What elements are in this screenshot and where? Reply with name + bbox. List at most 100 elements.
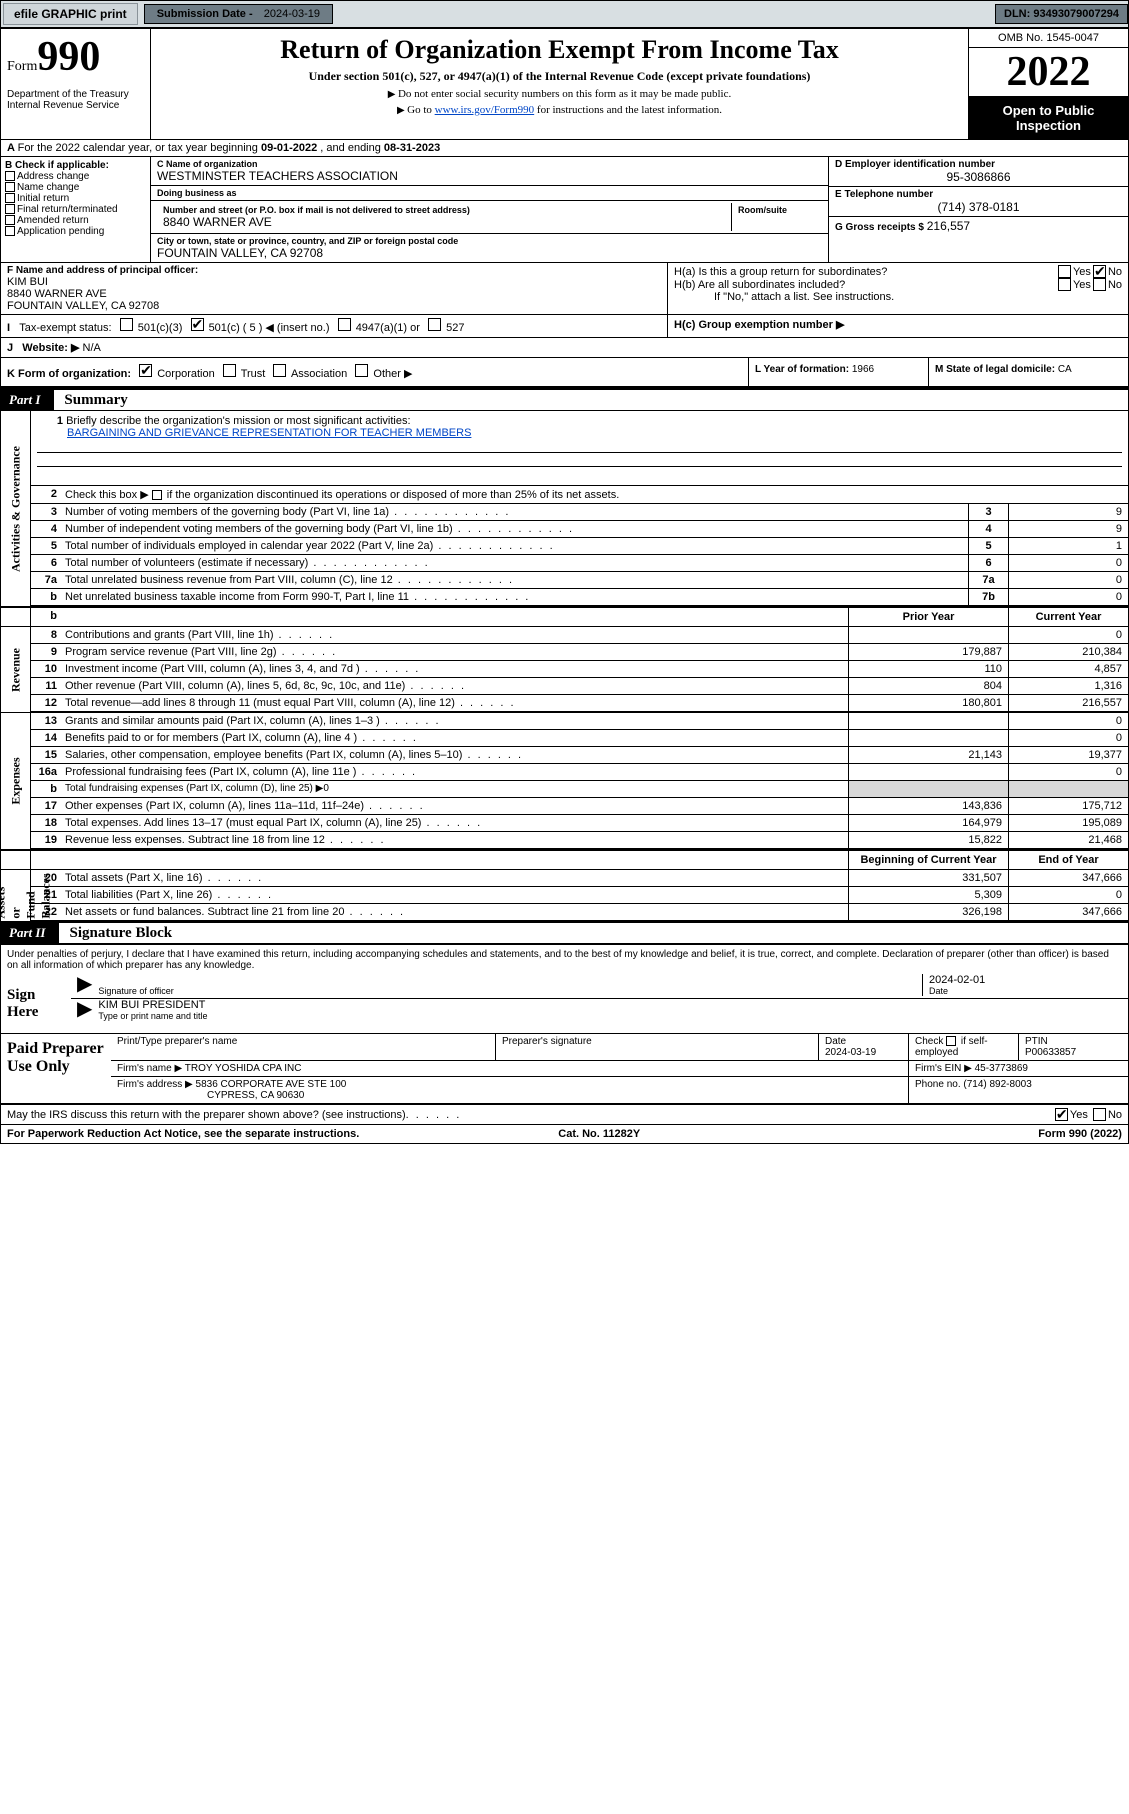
line-text: Total number of volunteers (estimate if … [61, 555, 968, 571]
website-label: Website: ▶ [22, 342, 79, 354]
dept-label: Department of the Treasury Internal Reve… [7, 89, 144, 111]
line-curr: 216,557 [1008, 695, 1128, 711]
line-num: 10 [31, 661, 61, 677]
line-box: 5 [968, 538, 1008, 554]
chk-ha-no[interactable] [1093, 265, 1106, 278]
line-curr: 347,666 [1008, 870, 1128, 886]
efile-print-button[interactable]: efile GRAPHIC print [3, 3, 138, 25]
sig-name: KIM BUI PRESIDENT [98, 999, 1122, 1011]
chk-application-pending[interactable] [5, 226, 15, 236]
chk-discuss-no[interactable] [1093, 1108, 1106, 1121]
year-formation-label: L Year of formation: [755, 364, 852, 375]
line-curr: 1,316 [1008, 678, 1128, 694]
mission-link[interactable]: BARGAINING AND GRIEVANCE REPRESENTATION … [67, 427, 471, 439]
chk-501c[interactable] [191, 318, 204, 331]
gross-label: G Gross receipts $ [835, 222, 927, 233]
addr-value: 8840 WARNER AVE [163, 215, 725, 229]
chk-name-change[interactable] [5, 182, 15, 192]
line-prior [848, 713, 1008, 729]
line-num: 12 [31, 695, 61, 711]
line-prior: 179,887 [848, 644, 1008, 660]
line-num: 18 [31, 815, 61, 831]
line-prior: 804 [848, 678, 1008, 694]
line-text: Total fundraising expenses (Part IX, col… [61, 781, 848, 797]
chk-discuss-yes[interactable] [1055, 1108, 1068, 1121]
chk-hb-no[interactable] [1093, 278, 1106, 291]
prep-date: 2024-03-19 [825, 1047, 876, 1058]
line-val: 0 [1008, 589, 1128, 605]
firm-ein: 45-3773869 [975, 1063, 1028, 1074]
firm-addr2: CYPRESS, CA 90630 [117, 1090, 304, 1101]
sig-declaration: Under penalties of perjury, I declare th… [1, 944, 1128, 975]
line-prior [848, 781, 1008, 797]
line-text: Revenue less expenses. Subtract line 18 … [61, 832, 848, 848]
org-name-label: C Name of organization [157, 159, 822, 169]
omb-number: OMB No. 1545-0047 [969, 29, 1128, 48]
form-instruction-1: ▶ Do not enter social security numbers o… [157, 88, 962, 100]
firm-phone: (714) 892-8003 [963, 1079, 1031, 1090]
form-title: Return of Organization Exempt From Incom… [157, 35, 962, 65]
form-subtitle: Under section 501(c), 527, or 4947(a)(1)… [157, 69, 962, 84]
chk-corp[interactable] [139, 364, 152, 377]
chk-final-return[interactable] [5, 204, 15, 214]
chk-trust[interactable] [223, 364, 236, 377]
line-prior: 180,801 [848, 695, 1008, 711]
line-text: Total assets (Part X, line 16) [61, 870, 848, 886]
line-val: 9 [1008, 504, 1128, 520]
chk-other[interactable] [355, 364, 368, 377]
prep-ptin: P00633857 [1025, 1047, 1076, 1058]
officer-addr2: FOUNTAIN VALLEY, CA 92708 [7, 300, 661, 312]
line-text: Investment income (Part VIII, column (A)… [61, 661, 848, 677]
line-text: Total liabilities (Part X, line 26) [61, 887, 848, 903]
vlabel-expenses: Expenses [1, 713, 31, 849]
chk-4947[interactable] [338, 318, 351, 331]
line-text: Total revenue—add lines 8 through 11 (mu… [61, 695, 848, 711]
chk-hb-yes[interactable] [1058, 278, 1071, 291]
line-val: 1 [1008, 538, 1128, 554]
tax-year: 2022 [969, 48, 1128, 97]
chk-501c3[interactable] [120, 318, 133, 331]
line-val: 0 [1008, 555, 1128, 571]
city-value: FOUNTAIN VALLEY, CA 92708 [157, 246, 822, 260]
chk-initial-return[interactable] [5, 193, 15, 203]
org-name: WESTMINSTER TEACHERS ASSOCIATION [157, 169, 822, 183]
prep-selfemp-hdr: Check [915, 1036, 946, 1047]
chk-assoc[interactable] [273, 364, 286, 377]
footer-left: For Paperwork Reduction Act Notice, see … [7, 1128, 359, 1140]
hc-label: H(c) Group exemption number ▶ [674, 319, 844, 331]
firm-addr1: 5836 CORPORATE AVE STE 100 [196, 1079, 347, 1090]
line-text: Benefits paid to or for members (Part IX… [61, 730, 848, 746]
line-text: Other revenue (Part VIII, column (A), li… [61, 678, 848, 694]
line-num: 14 [31, 730, 61, 746]
hdr-b: b [31, 608, 61, 626]
line-num: 17 [31, 798, 61, 814]
addr-label: Number and street (or P.O. box if mail i… [163, 205, 725, 215]
sig-date: 2024-02-01 [929, 974, 1122, 986]
line-num: 6 [31, 555, 61, 571]
part2-tag: Part II [1, 923, 59, 943]
line-box: 6 [968, 555, 1008, 571]
line-curr: 0 [1008, 730, 1128, 746]
chk-ha-yes[interactable] [1058, 265, 1071, 278]
line-text: Total unrelated business revenue from Pa… [61, 572, 968, 588]
sign-here-label: Sign Here [1, 975, 71, 1033]
line-curr: 175,712 [1008, 798, 1128, 814]
part2-title: Signature Block [59, 925, 172, 942]
line-prior: 15,822 [848, 832, 1008, 848]
chk-address-change[interactable] [5, 171, 15, 181]
line-val: 9 [1008, 521, 1128, 537]
line-curr: 21,468 [1008, 832, 1128, 848]
line-prior: 164,979 [848, 815, 1008, 831]
sig-arrow-icon: ▶ [77, 971, 92, 996]
chk-527[interactable] [428, 318, 441, 331]
open-inspection: Open to Public Inspection [969, 97, 1128, 139]
line-curr: 210,384 [1008, 644, 1128, 660]
chk-self-employed[interactable] [946, 1036, 956, 1046]
vlabel-revenue: Revenue [1, 627, 31, 712]
irs-link[interactable]: www.irs.gov/Form990 [435, 104, 535, 116]
line-num: 13 [31, 713, 61, 729]
line-prior: 5,309 [848, 887, 1008, 903]
chk-line2[interactable] [152, 490, 162, 500]
sig-officer-label: Signature of officer [98, 986, 922, 996]
chk-amended-return[interactable] [5, 215, 15, 225]
